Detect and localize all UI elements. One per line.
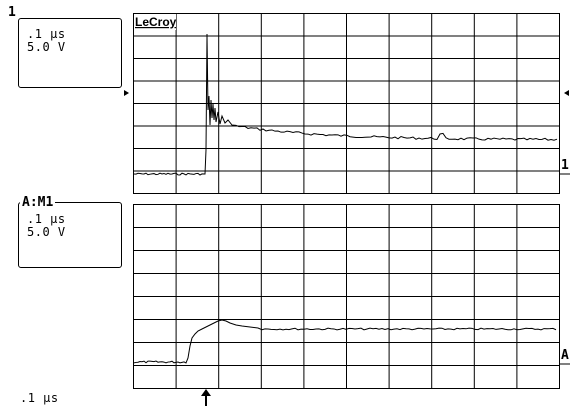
- channel-1-ground-marker[interactable]: 1: [561, 158, 569, 173]
- channel-1-trace: [133, 33, 558, 176]
- math-info-box[interactable]: .1 µs 5.0 V: [18, 202, 122, 268]
- upper-grid: [133, 13, 560, 194]
- lower-grid: [133, 204, 560, 389]
- footer-timebase: .1 µs: [20, 391, 59, 405]
- math-ground-marker[interactable]: A: [561, 348, 569, 363]
- channel-1-tag-label: 1: [8, 5, 16, 20]
- math-volts: 5.0 V: [27, 225, 66, 239]
- channel-1-tag[interactable]: 1: [8, 6, 16, 19]
- math-timebase: .1 µs: [27, 212, 66, 226]
- trigger-level-right-icon[interactable]: [564, 90, 569, 96]
- math-tag-label: A:M1: [22, 195, 54, 210]
- channel-1-info-box[interactable]: .1 µs 5.0 V: [18, 18, 122, 88]
- brand-logo: LeCroy: [135, 15, 177, 29]
- math-tag[interactable]: A:M1: [20, 195, 56, 210]
- trigger-level-left-icon[interactable]: [124, 90, 129, 96]
- math-trace: [133, 319, 557, 364]
- channel-1-timebase: .1 µs: [27, 27, 66, 41]
- channel-1-volts: 5.0 V: [27, 40, 66, 54]
- trigger-position-arrow-icon[interactable]: [201, 389, 211, 406]
